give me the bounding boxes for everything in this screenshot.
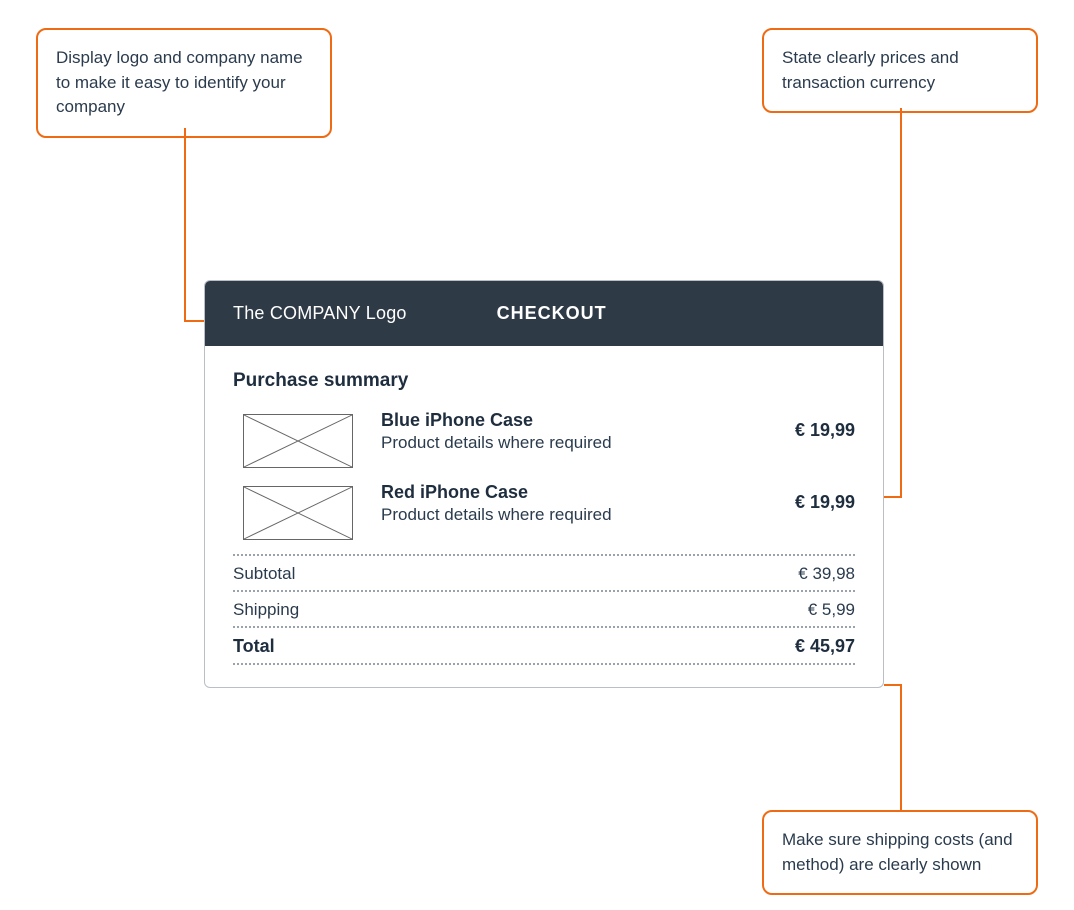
subtotal-row: Subtotal € 39,98 [233,554,855,590]
line-item-price: € 19,99 [795,410,855,441]
shipping-value: € 5,99 [808,600,855,620]
checkout-title: CHECKOUT [497,303,607,324]
shipping-row: Shipping € 5,99 [233,590,855,626]
product-image-placeholder-icon [243,414,353,468]
line-item-details: Product details where required [381,433,767,453]
line-item-info: Blue iPhone Case Product details where r… [381,410,767,453]
connector-prices-v [900,108,902,498]
company-logo-text: The COMPANY Logo [233,303,407,324]
connector-logo-h [184,320,204,322]
subtotal-label: Subtotal [233,564,295,584]
line-item: Red iPhone Case Product details where re… [233,482,855,540]
connector-logo-v [184,128,186,322]
line-item-details: Product details where required [381,505,767,525]
line-item: Blue iPhone Case Product details where r… [233,410,855,468]
purchase-summary-heading: Purchase summary [233,370,855,392]
total-value: € 45,97 [795,636,855,657]
callout-prices-text: State clearly prices and transaction cur… [782,48,959,92]
callout-shipping: Make sure shipping costs (and method) ar… [762,810,1038,895]
subtotal-value: € 39,98 [798,564,855,584]
checkout-body: Purchase summary Blue iPhone Case Produc… [205,346,883,687]
callout-logo-text: Display logo and company name to make it… [56,48,303,116]
line-item-price: € 19,99 [795,482,855,513]
callout-prices: State clearly prices and transaction cur… [762,28,1038,113]
line-item-name: Blue iPhone Case [381,410,767,431]
checkout-card: The COMPANY Logo CHECKOUT Purchase summa… [204,280,884,688]
totals-section: Subtotal € 39,98 Shipping € 5,99 Total €… [233,554,855,665]
callout-logo: Display logo and company name to make it… [36,28,332,138]
connector-prices-h [884,496,902,498]
total-label: Total [233,636,275,657]
line-item-info: Red iPhone Case Product details where re… [381,482,767,525]
product-image-placeholder-icon [243,486,353,540]
shipping-label: Shipping [233,600,299,620]
connector-shipping-v [900,684,902,810]
callout-shipping-text: Make sure shipping costs (and method) ar… [782,830,1013,874]
total-row: Total € 45,97 [233,626,855,665]
checkout-header: The COMPANY Logo CHECKOUT [205,281,883,346]
line-item-name: Red iPhone Case [381,482,767,503]
